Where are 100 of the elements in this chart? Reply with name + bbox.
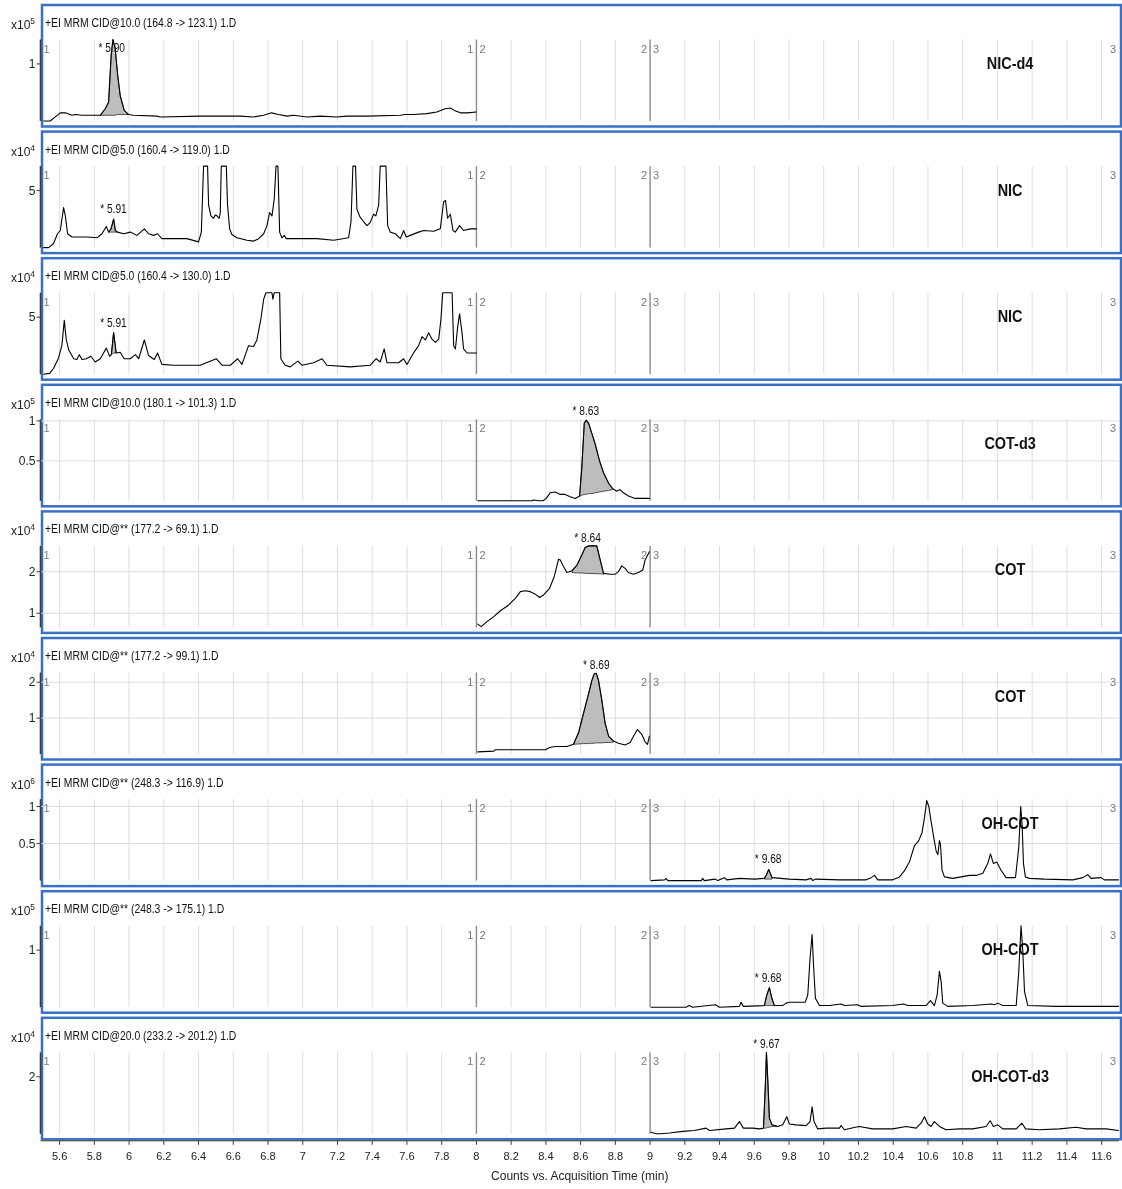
annotation: * 5.91 — [100, 202, 127, 216]
annotation: 3 — [653, 675, 660, 688]
chart-title: +EI MRM CID@5.0 (160.4 -> 130.0) 1.D — [45, 268, 231, 283]
annotation: * 9.68 — [754, 970, 782, 984]
y-tick-label: 0.5 — [18, 453, 36, 468]
x-tick-label: 11.2 — [1021, 1150, 1043, 1163]
annotation: 3 — [653, 1055, 660, 1068]
y-axis-title: x10$^{5}$ — [11, 395, 36, 412]
annotation: 2 — [479, 295, 486, 308]
x-tick-label: 10.8 — [951, 1150, 974, 1163]
x-tick-label: 6.6 — [225, 1150, 241, 1163]
annotation: 1 — [467, 548, 474, 561]
annotation: 2 — [479, 169, 486, 182]
annotation: COT-d3 — [984, 433, 1036, 453]
annotation: 1 — [43, 169, 50, 182]
y-axis-title: x10$^{5}$ — [11, 902, 36, 919]
annotation: 1 — [43, 1055, 50, 1068]
x-tick-label: 8.4 — [538, 1150, 554, 1163]
annotation: 1 — [43, 802, 50, 815]
x-tick-label: 9.2 — [677, 1150, 693, 1163]
x-tick-label: 6 — [126, 1150, 133, 1163]
annotation: 3 — [1109, 42, 1116, 55]
x-axis-title: Counts vs. Acquisition Time (min) — [491, 1169, 669, 1184]
y-tick-label: 1 — [28, 606, 36, 621]
annotation: 2 — [640, 548, 648, 561]
x-tick-label: 8 — [473, 1150, 480, 1163]
x-tick-label: 7.4 — [364, 1150, 380, 1163]
x-tick-label: 7 — [299, 1150, 306, 1163]
annotation: NIC — [997, 307, 1023, 326]
annotation: 2 — [479, 1055, 486, 1068]
x-tick-label: 6.4 — [190, 1150, 207, 1163]
y-tick-label: 1 — [28, 711, 36, 726]
x-tick-label: 11 — [991, 1150, 1004, 1163]
y-tick-label: 1 — [28, 413, 36, 428]
annotation: 3 — [1109, 1055, 1116, 1068]
x-tick-label: 7.6 — [399, 1150, 415, 1163]
annotation: NIC-d4 — [986, 53, 1034, 73]
y-tick-label: 2 — [28, 564, 36, 579]
annotation: 2 — [479, 675, 486, 688]
annotation: 3 — [1109, 802, 1116, 815]
x-tick-label: 6.2 — [156, 1150, 172, 1163]
annotation: 2 — [640, 422, 648, 435]
chart-title: +EI MRM CID@10.0 (180.1 -> 101.3) 1.D — [45, 394, 237, 410]
annotation: 3 — [653, 295, 660, 308]
annotation: 2 — [479, 802, 486, 815]
annotation: 2 — [640, 42, 648, 55]
annotation: COT — [994, 686, 1026, 706]
y-axis-title: x10$^{5}$ — [11, 16, 36, 32]
annotation: 2 — [640, 675, 648, 688]
x-tick-label: 8.2 — [503, 1150, 519, 1163]
chart-title: +EI MRM CID@** (248.3 -> 116.9) 1.D — [45, 774, 224, 789]
annotation: 1 — [467, 928, 474, 941]
x-tick-label: 8.8 — [607, 1150, 623, 1163]
annotation: 1 — [43, 928, 50, 941]
chart-title: +EI MRM CID@10.0 (164.8 -> 123.1) 1.D — [45, 14, 237, 30]
x-tick-label: 11.4 — [1056, 1150, 1078, 1163]
x-tick-label: 6.8 — [260, 1150, 276, 1163]
chart-title: +EI MRM CID@5.0 (160.4 -> 119.0) 1.D — [45, 141, 230, 156]
annotation: 1 — [467, 295, 474, 308]
annotation: * 5.91 — [100, 315, 127, 329]
annotation: 3 — [1109, 548, 1116, 561]
annotation: 2 — [640, 928, 648, 941]
annotation: COT — [994, 560, 1026, 579]
annotation: * 8.69 — [582, 657, 610, 671]
y-axis-title: x10$^{4}$ — [11, 649, 36, 665]
annotation: * 9.68 — [754, 852, 782, 866]
annotation: * 8.64 — [574, 531, 601, 545]
annotation: NIC — [997, 180, 1023, 199]
chart-title: +EI MRM CID@** (248.3 -> 175.1) 1.D — [45, 901, 225, 916]
y-tick-label: 2 — [28, 675, 36, 690]
y-axis-title: x10$^{4}$ — [11, 1028, 36, 1045]
annotation: 1 — [467, 1055, 474, 1068]
annotation: 3 — [1109, 295, 1116, 308]
annotation: 3 — [1109, 675, 1116, 688]
annotation: * 9.67 — [753, 1037, 780, 1051]
x-tick-label: 9 — [647, 1150, 654, 1163]
y-tick-label: 0.5 — [18, 836, 36, 851]
y-axis-title: x10$^{4}$ — [11, 142, 36, 159]
annotation: 3 — [653, 169, 660, 182]
x-tick-label: 5.6 — [51, 1150, 68, 1163]
annotation: 1 — [467, 675, 474, 688]
x-tick-label: 10.6 — [917, 1150, 939, 1163]
annotation: 1 — [467, 169, 474, 182]
annotation: 2 — [640, 1055, 648, 1068]
annotation: 1 — [43, 422, 50, 435]
annotation: 3 — [653, 548, 660, 561]
x-tick-label: 10.2 — [847, 1150, 870, 1163]
x-tick-label: 7.8 — [434, 1150, 450, 1163]
x-tick-label: 8.6 — [572, 1150, 589, 1163]
x-tick-label: 9.8 — [781, 1150, 797, 1163]
y-axis-title: x10$^{4}$ — [11, 522, 36, 539]
annotation: 1 — [467, 42, 474, 55]
text: 5 — [28, 310, 36, 325]
x-tick-label: 7.2 — [329, 1150, 346, 1163]
annotation: 2 — [479, 42, 486, 55]
annotation: 3 — [653, 928, 660, 941]
annotation: 1 — [43, 295, 50, 308]
annotation: 2 — [640, 802, 648, 815]
chart-title: +EI MRM CID@** (177.2 -> 99.1) 1.D — [45, 647, 219, 663]
annotation: 1 — [467, 802, 474, 815]
